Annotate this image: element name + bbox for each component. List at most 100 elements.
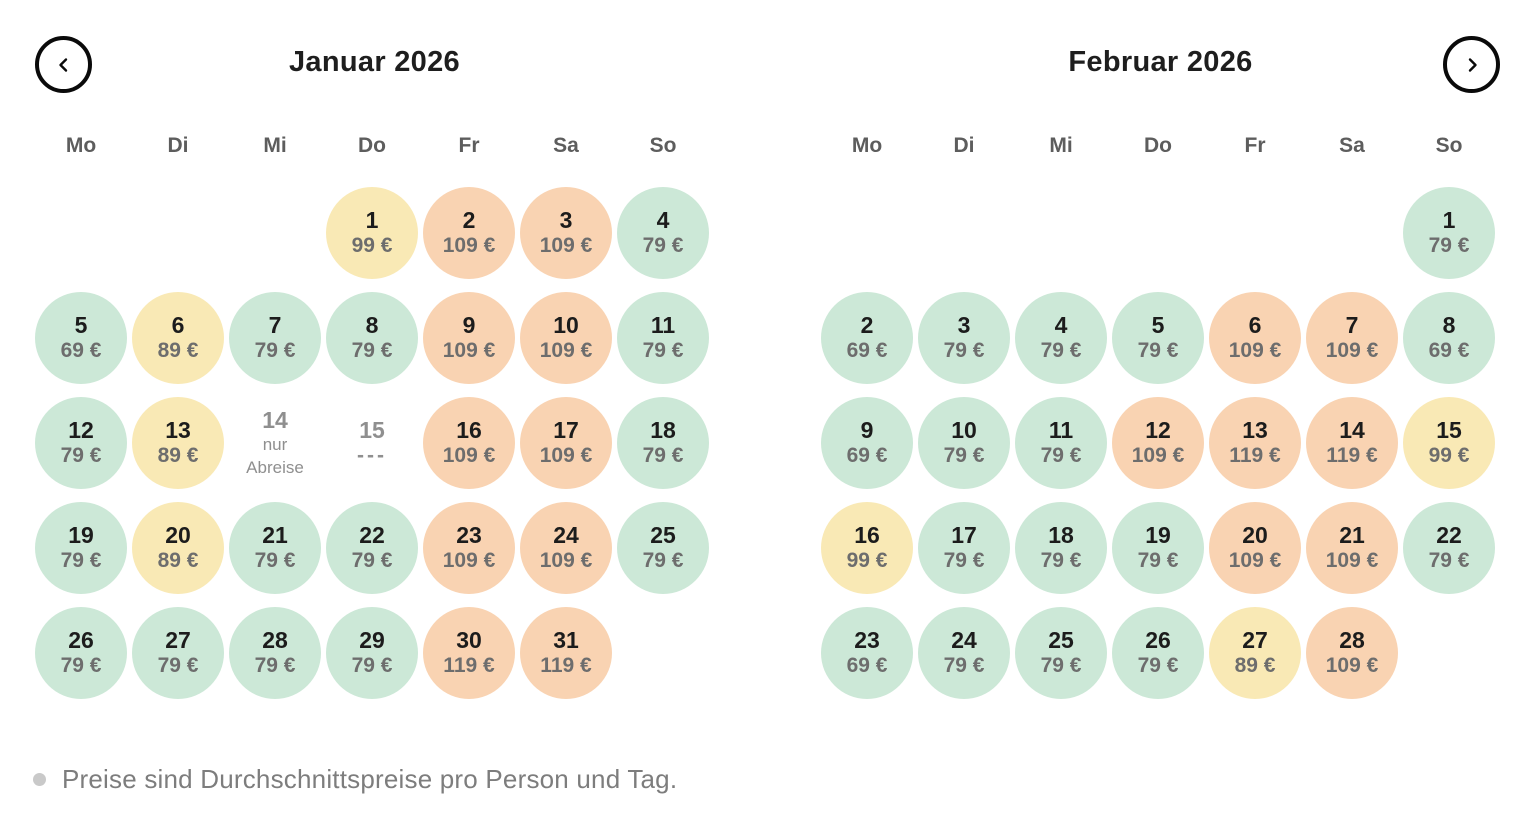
day-cell[interactable]: 29 79 € xyxy=(326,607,418,699)
day-cell[interactable]: 8 79 € xyxy=(326,292,418,384)
day-cell[interactable]: 21 109 € xyxy=(1306,502,1398,594)
day-cell[interactable]: 27 79 € xyxy=(132,607,224,699)
day-cell[interactable]: 14 nur Abreise xyxy=(229,397,321,489)
day-cell[interactable]: 16 109 € xyxy=(423,397,515,489)
day-cell[interactable]: 10 79 € xyxy=(918,397,1010,489)
day-cell[interactable]: 6 89 € xyxy=(132,292,224,384)
day-cell[interactable]: 3 79 € xyxy=(918,292,1010,384)
chevron-right-icon xyxy=(1462,55,1482,75)
day-number: 22 xyxy=(359,522,385,549)
day-price: 79 € xyxy=(1040,654,1082,678)
day-cell[interactable]: 26 79 € xyxy=(1112,607,1204,699)
day-number: 20 xyxy=(1242,522,1268,549)
day-price: 79 € xyxy=(1040,339,1082,363)
day-cell[interactable]: 18 79 € xyxy=(1015,502,1107,594)
day-price: 79 € xyxy=(1040,444,1082,468)
day-cell[interactable]: 6 109 € xyxy=(1209,292,1301,384)
day-price: 109 € xyxy=(539,549,593,573)
day-cell[interactable]: 27 89 € xyxy=(1209,607,1301,699)
day-number: 8 xyxy=(1442,312,1456,339)
day-cell[interactable]: 7 79 € xyxy=(229,292,321,384)
day-price: 119 € xyxy=(540,654,592,678)
next-month-button[interactable] xyxy=(1443,36,1500,93)
day-cell[interactable]: 31 119 € xyxy=(520,607,612,699)
prev-month-button[interactable] xyxy=(35,36,92,93)
day-price: 79 € xyxy=(1137,339,1179,363)
day-price: 69 € xyxy=(846,654,888,678)
day-number: 25 xyxy=(650,522,676,549)
day-cell[interactable]: 11 79 € xyxy=(617,292,709,384)
day-cell[interactable]: 25 79 € xyxy=(617,502,709,594)
day-number: 31 xyxy=(553,627,579,654)
day-cell[interactable]: 3 109 € xyxy=(520,187,612,279)
day-cell[interactable]: 16 99 € xyxy=(821,502,913,594)
day-cell[interactable]: 21 79 € xyxy=(229,502,321,594)
day-cell[interactable]: 19 79 € xyxy=(35,502,127,594)
day-cell[interactable]: 14 119 € xyxy=(1306,397,1398,489)
day-cell[interactable]: 20 109 € xyxy=(1209,502,1301,594)
day-number: 12 xyxy=(1145,417,1171,444)
day-number: 6 xyxy=(171,312,185,339)
day-number: 20 xyxy=(165,522,191,549)
day-cell[interactable]: 4 79 € xyxy=(1015,292,1107,384)
day-cell[interactable]: 13 89 € xyxy=(132,397,224,489)
day-number: 19 xyxy=(68,522,94,549)
day-cell[interactable]: 19 79 € xyxy=(1112,502,1204,594)
day-number: 13 xyxy=(1242,417,1268,444)
day-cell[interactable]: 12 79 € xyxy=(35,397,127,489)
day-cell[interactable]: 26 79 € xyxy=(35,607,127,699)
day-number: 5 xyxy=(74,312,88,339)
day-price: 79 € xyxy=(1040,549,1082,573)
day-cell[interactable]: 17 79 € xyxy=(918,502,1010,594)
day-number: 1 xyxy=(1442,207,1456,234)
day-cell[interactable]: 8 69 € xyxy=(1403,292,1495,384)
day-cell[interactable]: 9 69 € xyxy=(821,397,913,489)
price-disclaimer: Preise sind Durchschnittspreise pro Pers… xyxy=(33,764,677,795)
weekday-label: Mo xyxy=(851,134,883,157)
day-cell[interactable]: 28 109 € xyxy=(1306,607,1398,699)
day-cell[interactable]: 5 69 € xyxy=(35,292,127,384)
day-cell[interactable]: 10 109 € xyxy=(520,292,612,384)
day-cell[interactable]: 7 109 € xyxy=(1306,292,1398,384)
day-cell[interactable]: 2 109 € xyxy=(423,187,515,279)
day-cell[interactable]: 22 79 € xyxy=(1403,502,1495,594)
day-price: 79 € xyxy=(254,654,296,678)
day-cell[interactable]: 5 79 € xyxy=(1112,292,1204,384)
day-price: 69 € xyxy=(60,339,102,363)
day-number: 28 xyxy=(262,627,288,654)
day-cell[interactable]: 1 99 € xyxy=(326,187,418,279)
day-note: nur xyxy=(262,435,288,455)
day-price: 79 € xyxy=(254,339,296,363)
day-cell[interactable]: 12 109 € xyxy=(1112,397,1204,489)
day-number: 3 xyxy=(957,312,971,339)
day-price: 109 € xyxy=(442,549,496,573)
day-cell[interactable]: 28 79 € xyxy=(229,607,321,699)
weekday-label: Fr xyxy=(1244,134,1266,157)
day-cell[interactable]: 22 79 € xyxy=(326,502,418,594)
day-price: 109 € xyxy=(1228,549,1282,573)
day-price: 79 € xyxy=(60,549,102,573)
day-price: 109 € xyxy=(539,444,593,468)
day-cell[interactable]: 18 79 € xyxy=(617,397,709,489)
day-number: 17 xyxy=(951,522,977,549)
day-cell[interactable]: 4 79 € xyxy=(617,187,709,279)
day-cell[interactable]: 2 69 € xyxy=(821,292,913,384)
day-price: 69 € xyxy=(846,339,888,363)
day-cell[interactable]: 13 119 € xyxy=(1209,397,1301,489)
day-number: 9 xyxy=(462,312,476,339)
day-cell[interactable]: 15 99 € xyxy=(1403,397,1495,489)
day-cell[interactable]: 11 79 € xyxy=(1015,397,1107,489)
day-cell[interactable]: 9 109 € xyxy=(423,292,515,384)
day-cell[interactable]: 24 79 € xyxy=(918,607,1010,699)
day-number: 29 xyxy=(359,627,385,654)
day-cell[interactable]: 17 109 € xyxy=(520,397,612,489)
day-number: 14 xyxy=(1339,417,1365,444)
day-cell[interactable]: 30 119 € xyxy=(423,607,515,699)
day-cell[interactable]: 23 109 € xyxy=(423,502,515,594)
day-cell[interactable]: 20 89 € xyxy=(132,502,224,594)
day-cell[interactable]: 24 109 € xyxy=(520,502,612,594)
day-price: 79 € xyxy=(351,654,393,678)
day-cell[interactable]: 25 79 € xyxy=(1015,607,1107,699)
day-cell[interactable]: 1 79 € xyxy=(1403,187,1495,279)
day-cell[interactable]: 23 69 € xyxy=(821,607,913,699)
